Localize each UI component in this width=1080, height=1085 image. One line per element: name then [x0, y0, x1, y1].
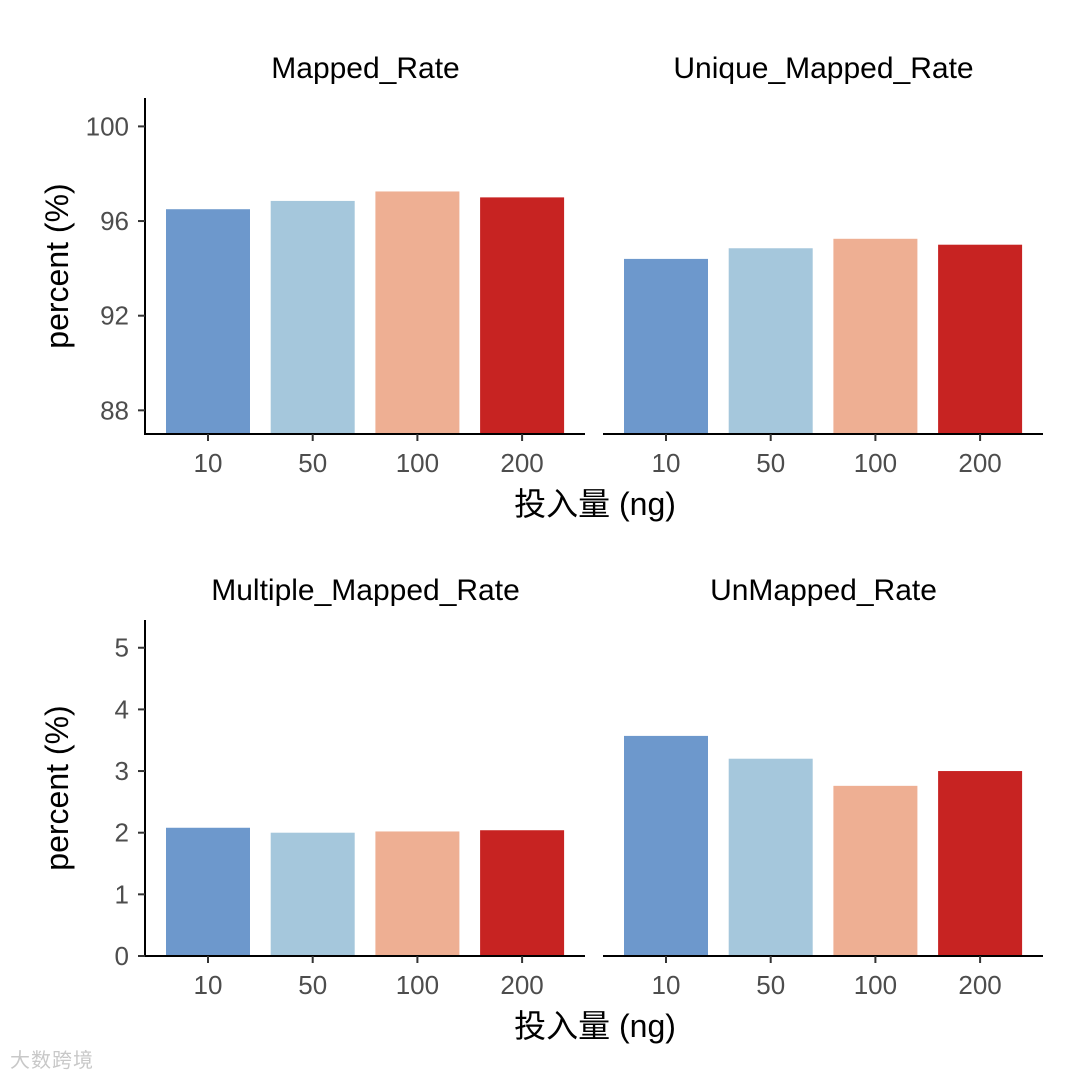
- y-tick-label: 1: [115, 879, 129, 909]
- y-tick-label: 3: [115, 756, 129, 786]
- x-tick-label: 200: [500, 448, 543, 478]
- bar-50: [728, 758, 813, 956]
- y-tick-label: 88: [100, 395, 129, 425]
- x-tick-label: 200: [958, 970, 1001, 1000]
- bar-100: [375, 191, 460, 434]
- y-tick-label: 4: [115, 694, 129, 724]
- x-tick-label: 10: [194, 970, 223, 1000]
- x-tick-label: 50: [298, 448, 327, 478]
- y-tick-label: 92: [100, 301, 129, 331]
- facet-title: Mapped_Rate: [271, 52, 459, 85]
- bar-10: [624, 258, 708, 434]
- x-tick-label: 10: [194, 448, 223, 478]
- bar-200: [938, 771, 1023, 956]
- x-tick-label: 10: [652, 448, 681, 478]
- y-tick-label: 0: [115, 941, 129, 971]
- x-tick-label: 50: [756, 448, 785, 478]
- bar-100: [375, 831, 460, 956]
- x-axis-title: 投入量 (ng): [514, 486, 676, 522]
- facet-title: Multiple_Mapped_Rate: [211, 574, 520, 607]
- bar-10: [166, 209, 250, 434]
- bar-100: [833, 785, 918, 956]
- bar-10: [166, 827, 250, 956]
- y-tick-label: 5: [115, 633, 129, 663]
- x-tick-label: 200: [500, 970, 543, 1000]
- x-tick-label: 100: [854, 970, 897, 1000]
- x-tick-label: 50: [756, 970, 785, 1000]
- x-tick-label: 50: [298, 970, 327, 1000]
- x-tick-label: 100: [854, 448, 897, 478]
- x-axis-title: 投入量 (ng): [514, 1008, 676, 1044]
- y-axis-title: percent (%): [39, 183, 75, 348]
- bar-200: [480, 197, 565, 434]
- y-tick-label: 2: [115, 818, 129, 848]
- bar-100: [833, 238, 918, 434]
- bar-50: [270, 200, 355, 434]
- x-tick-label: 100: [396, 970, 439, 1000]
- bar-10: [624, 735, 708, 956]
- facet-title: UnMapped_Rate: [710, 574, 937, 607]
- bar-200: [938, 244, 1023, 434]
- bar-50: [270, 832, 355, 956]
- y-tick-label: 96: [100, 206, 129, 236]
- bar-200: [480, 830, 565, 956]
- y-tick-label: 100: [86, 111, 129, 141]
- x-tick-label: 200: [958, 448, 1001, 478]
- x-tick-label: 10: [652, 970, 681, 1000]
- x-tick-label: 100: [396, 448, 439, 478]
- watermark-text: 大数跨境: [10, 1048, 94, 1072]
- bar-50: [728, 248, 813, 434]
- y-axis-title: percent (%): [39, 705, 75, 870]
- facet-title: Unique_Mapped_Rate: [673, 52, 973, 85]
